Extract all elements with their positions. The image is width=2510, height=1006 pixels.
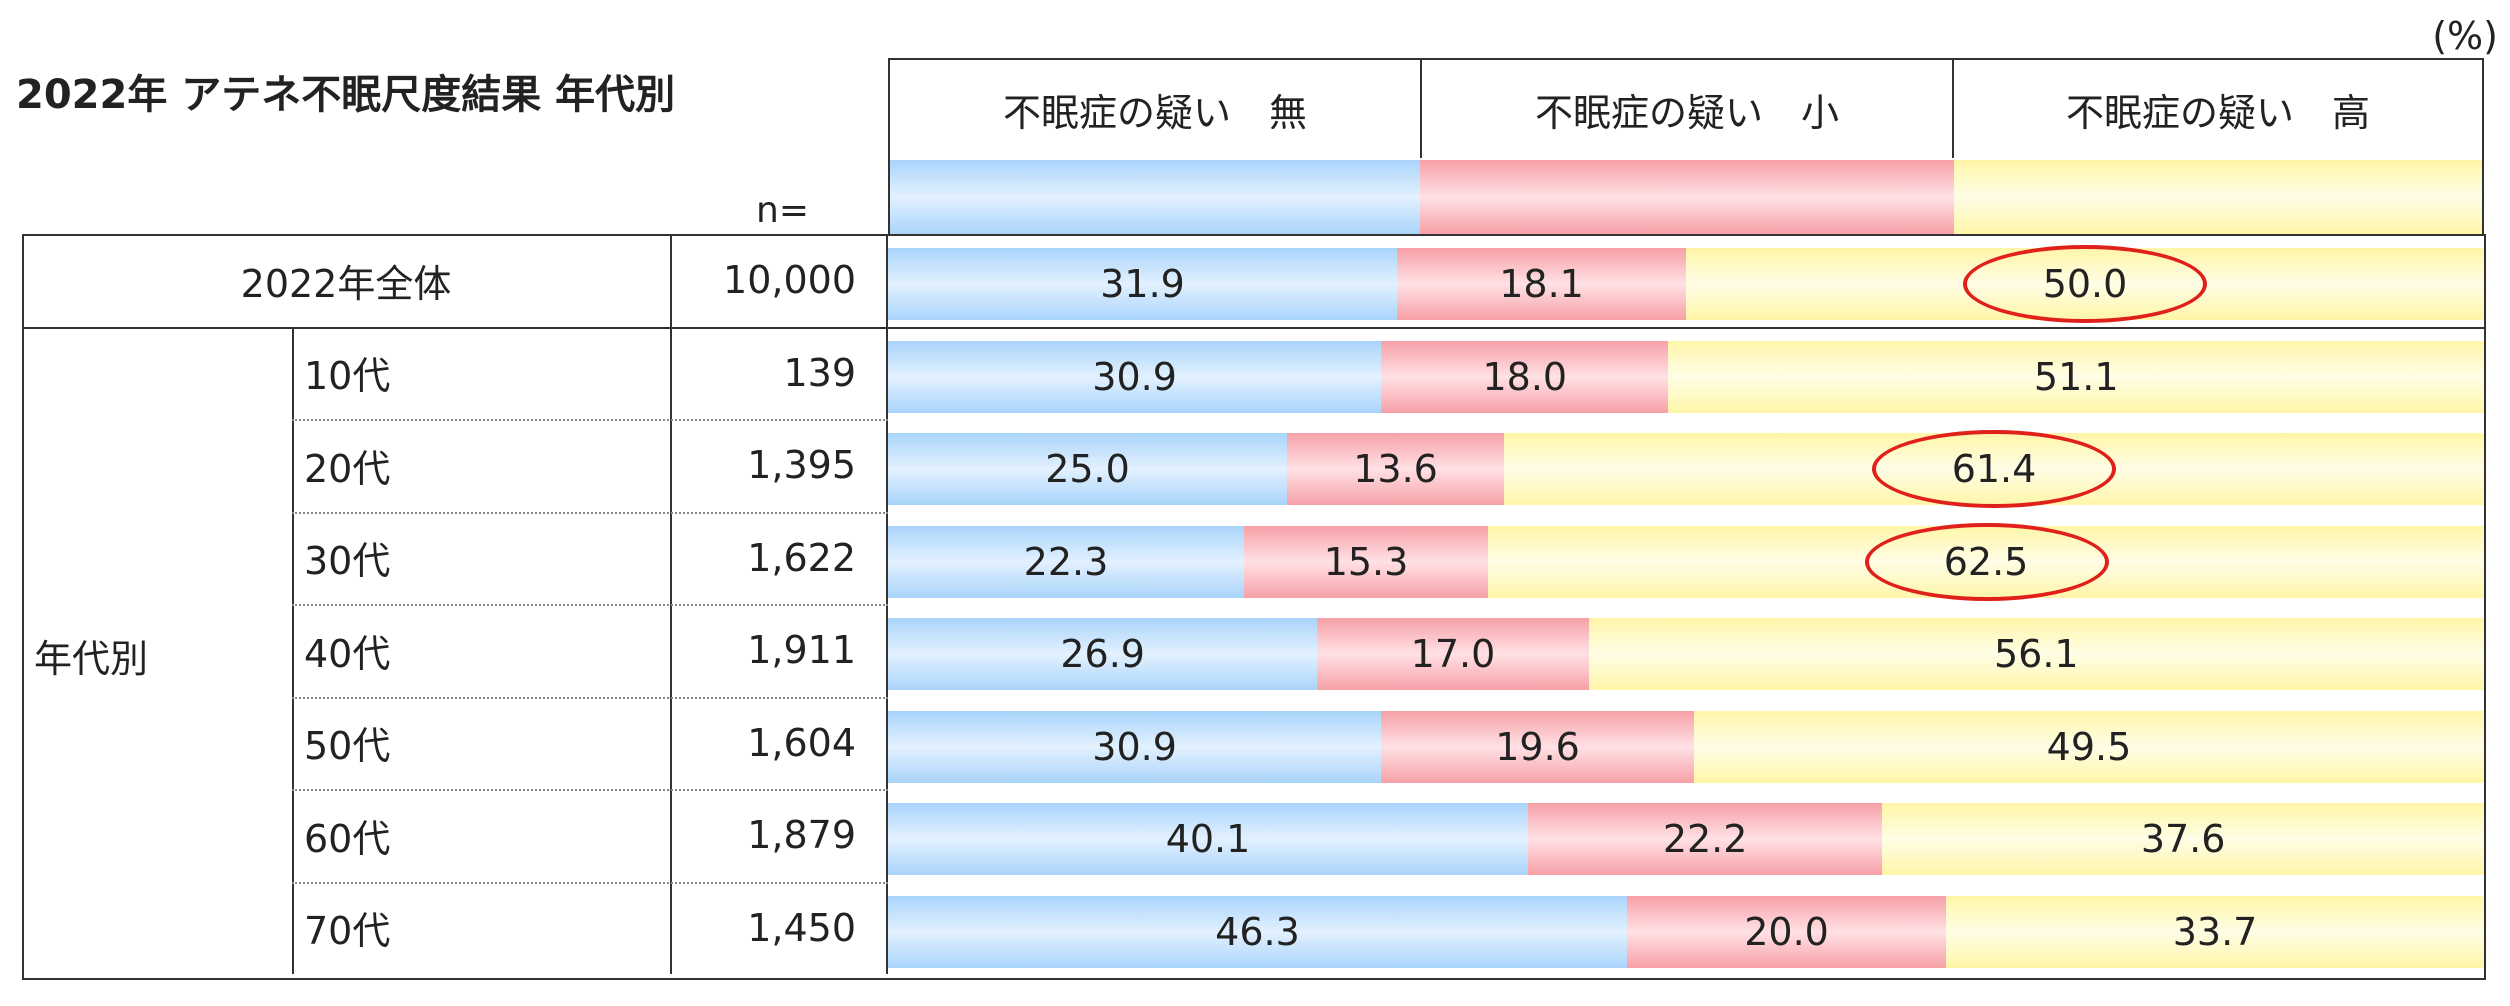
data-table <box>22 234 2486 980</box>
category-label: 30代 <box>304 539 391 584</box>
n-value: 139 <box>783 350 856 395</box>
category-label: 20代 <box>304 446 391 491</box>
chart-title: 2022年 アテネ不眠尺度結果 年代別 <box>16 72 676 118</box>
row-divider <box>292 419 888 421</box>
n-value: 1,879 <box>747 813 856 858</box>
bar-segment-none: 46.3 <box>888 895 1627 968</box>
highlight-ellipse-20 <box>1872 430 2117 508</box>
highlight-ellipse-2022 <box>1963 245 2207 323</box>
n-value: 1,622 <box>747 535 856 580</box>
bar-segment-none: 30.9 <box>888 340 1382 413</box>
row-divider <box>292 696 888 699</box>
legend-divider <box>1952 60 1954 158</box>
bar-segment-high: 33.7 <box>1946 895 2484 968</box>
bar-segment-none: 26.9 <box>888 618 1318 690</box>
bar-segment-low: 18.0 <box>1381 340 1669 413</box>
highlight-ellipse-30 <box>1864 522 2109 601</box>
row-divider <box>292 604 888 606</box>
category-label: 10代 <box>304 354 391 399</box>
bar-segment-none: 40.1 <box>888 803 1528 875</box>
bar-segment-low: 18.1 <box>1397 248 1686 320</box>
legend-label-low: 不眠症の疑い 小 <box>1534 90 1839 135</box>
legend-label-high: 不眠症の疑い 高 <box>2065 90 2370 135</box>
legend-divider <box>1420 60 1422 158</box>
category-label: 50代 <box>304 724 391 769</box>
legend: 不眠症の疑い 無 不眠症の疑い 小 不眠症の疑い 高 <box>888 58 2484 236</box>
n-value: 1,450 <box>747 905 856 950</box>
category-label: 70代 <box>304 909 391 954</box>
n-value: 10,000 <box>723 258 856 303</box>
bar-segment-low: 17.0 <box>1317 618 1589 690</box>
bar-segment-low: 13.6 <box>1287 433 1505 505</box>
bar-segment-high: 49.5 <box>1693 710 2484 783</box>
bar-segment-none: 30.9 <box>888 710 1382 783</box>
n-value: 1,604 <box>747 720 856 765</box>
category-label: 2022年全体 <box>240 261 452 306</box>
bar-segment-none: 25.0 <box>888 433 1287 505</box>
bar-segment-none: 22.3 <box>888 525 1244 598</box>
category-label: 40代 <box>304 631 391 676</box>
column-divider <box>292 326 294 974</box>
category-label: 60代 <box>304 816 391 861</box>
legend-swatch-low <box>1420 160 1954 234</box>
bar-segment-high: 37.6 <box>1882 803 2484 875</box>
group-label: 年代別 <box>34 636 149 681</box>
bar-segment-low: 19.6 <box>1381 710 1694 783</box>
bar-segment-high: 56.1 <box>1588 618 2484 690</box>
legend-label-none: 不眠症の疑い 無 <box>1002 90 1307 135</box>
row-divider <box>22 326 2486 329</box>
unit-label: (%) <box>2432 14 2498 58</box>
legend-swatch-high <box>1954 160 2482 234</box>
n-value: 1,911 <box>747 628 856 673</box>
row-divider <box>292 511 888 514</box>
bar-segment-low: 20.0 <box>1626 895 1947 968</box>
n-value: 1,395 <box>747 443 856 488</box>
bar-segment-none: 31.9 <box>888 248 1398 320</box>
row-divider <box>292 789 888 791</box>
bar-segment-high: 51.1 <box>1668 340 2484 413</box>
legend-swatch-none <box>890 160 1420 234</box>
bar-segment-low: 22.2 <box>1527 803 1883 875</box>
n-header: n= <box>756 190 809 231</box>
row-divider <box>292 881 888 884</box>
bar-segment-low: 15.3 <box>1243 525 1489 598</box>
